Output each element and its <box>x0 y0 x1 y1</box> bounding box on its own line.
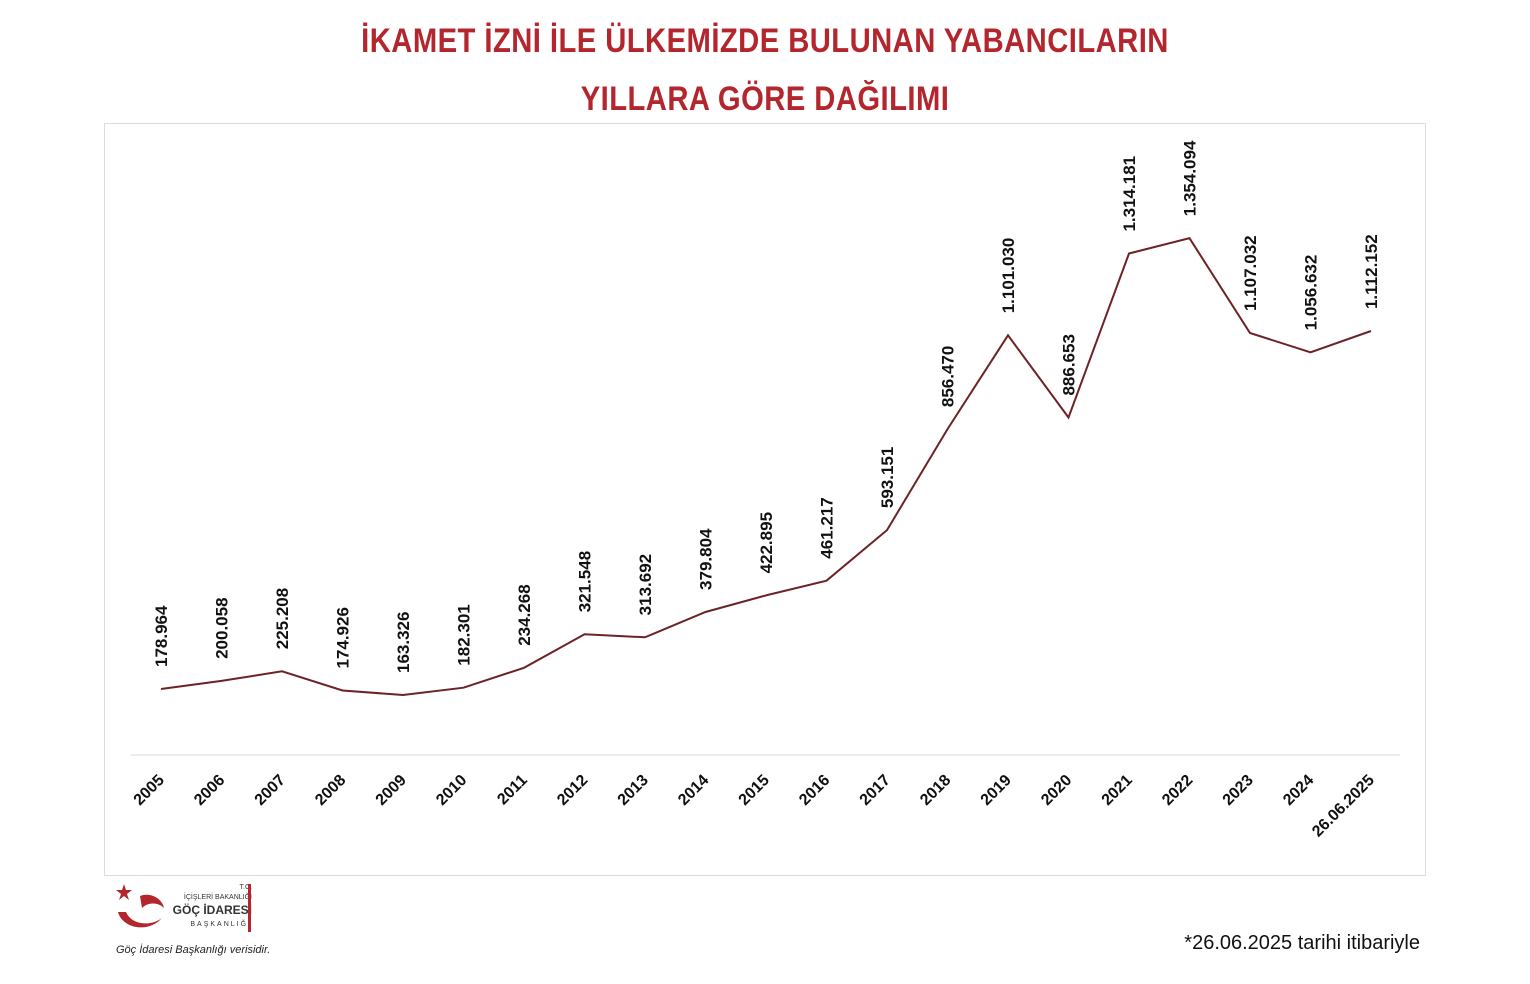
x-tick-label: 2006 <box>191 772 228 809</box>
value-label: 174.926 <box>334 607 353 668</box>
value-label: 1.354.094 <box>1181 140 1200 216</box>
x-tick-label: 2005 <box>131 772 168 809</box>
goc-idaresi-logo: T.C. İÇİŞLERİ BAKANLIĞI GÖÇ İDARESİ BAŞK… <box>112 882 272 942</box>
x-tick-label: 2011 <box>494 772 531 809</box>
x-tick-labels: 2005 2006 2007 2008 2009 2010 2011 2012 2013 2014… <box>131 772 1378 841</box>
value-label: 1.112.152 <box>1362 234 1381 309</box>
x-tick-label: 2021 <box>1099 772 1136 809</box>
chart-title-line-2: YILLARA GÖRE DAĞILIMI <box>580 80 950 118</box>
value-label: 163.326 <box>394 612 413 673</box>
date-footnote: *26.06.2025 tarihi itibariyle <box>1184 932 1420 954</box>
value-label: 1.314.181 <box>1120 156 1139 232</box>
logo-line-agency: GÖÇ İDARESİ <box>172 903 252 917</box>
value-label: 1.101.030 <box>999 238 1018 314</box>
value-label: 321.548 <box>576 551 595 612</box>
x-tick-label: 2014 <box>675 772 712 809</box>
x-tick-label: 2022 <box>1159 772 1196 809</box>
x-tick-label: 2015 <box>736 772 773 809</box>
x-tick-label: 2023 <box>1220 772 1257 809</box>
value-label: 856.470 <box>939 346 958 407</box>
chart-frame <box>104 123 1426 876</box>
value-label: 182.301 <box>455 604 474 665</box>
x-tick-label: 2009 <box>373 772 410 809</box>
x-tick-label: 2010 <box>433 772 470 809</box>
x-tick-label: 2024 <box>1280 772 1317 809</box>
x-tick-label: 2007 <box>252 772 289 809</box>
x-tick-label: 2018 <box>917 772 954 809</box>
value-label: 593.151 <box>878 447 897 508</box>
value-label: 1.056.632 <box>1302 255 1321 331</box>
series-line <box>160 237 1372 697</box>
value-label: 422.895 <box>757 512 776 573</box>
x-tick-label: 2017 <box>857 772 894 809</box>
value-label: 234.268 <box>515 584 534 645</box>
x-tick-label: 2013 <box>615 772 652 809</box>
x-tick-label: 2012 <box>554 772 591 809</box>
value-label: 461.217 <box>818 497 837 558</box>
value-labels: 178.964 200.058 225.208 174.926 163.326 182.3… <box>152 140 1381 673</box>
logo-line-tc: T.C. <box>239 884 252 891</box>
chart-title-line-1: İKAMET İZNİ İLE ÜLKEMİZDE BULUNAN YABANC… <box>361 22 1169 60</box>
value-label: 200.058 <box>213 597 232 658</box>
value-label: 379.804 <box>697 528 716 590</box>
x-tick-label: 2016 <box>796 772 833 809</box>
x-tick-label: 2008 <box>312 772 349 809</box>
logo-line-presidency: BAŞKANLIĞI <box>190 921 252 928</box>
logo-line-ministry: İÇİŞLERİ BAKANLIĞI <box>183 894 252 901</box>
value-label: 225.208 <box>273 588 292 649</box>
value-label: 886.653 <box>1060 334 1079 395</box>
source-note: Göç İdaresi Başkanlığı verisidir. <box>116 944 271 956</box>
x-tick-label: 2019 <box>978 772 1015 809</box>
value-label: 1.107.032 <box>1241 235 1260 311</box>
crescent-star-bird-icon <box>116 884 164 928</box>
x-tick-label: 2020 <box>1038 772 1075 809</box>
x-tick-label: 26.06.2025 <box>1309 772 1378 841</box>
value-label: 178.964 <box>152 605 171 667</box>
logo-accent-bar <box>248 884 251 932</box>
value-label: 313.692 <box>636 554 655 615</box>
